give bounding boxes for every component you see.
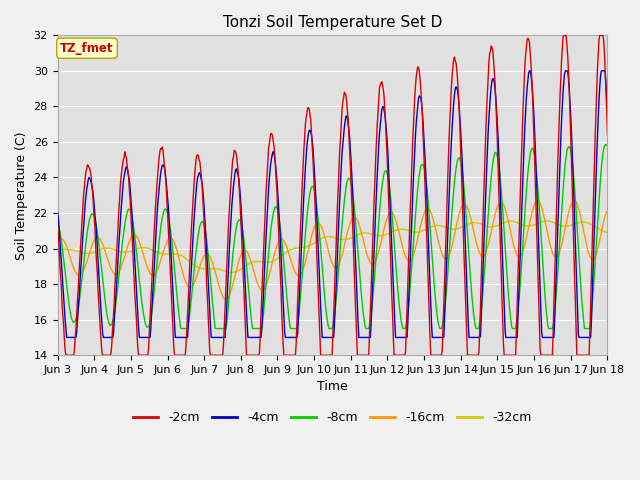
Line: -16cm: -16cm [58,201,607,299]
-4cm [416,94,424,99]
X-axis label: Time: Time [317,381,348,394]
Title: Tonzi Soil Temperature Set D: Tonzi Soil Temperature Set D [223,15,442,30]
-4cm [206,308,214,313]
-8cm [416,168,424,173]
-16cm [400,249,408,255]
-32cm [205,266,213,272]
-32cm [604,229,611,235]
-8cm [400,325,408,331]
-8cm [176,320,184,326]
-16cm [416,225,424,231]
-4cm [65,335,72,340]
-32cm [120,249,128,255]
-8cm [54,222,61,228]
-16cm [222,296,230,302]
-8cm [604,143,611,149]
-16cm [571,198,579,204]
Text: TZ_fmet: TZ_fmet [60,42,114,55]
-2cm [206,348,214,354]
-4cm [525,68,533,74]
-16cm [120,256,128,262]
-16cm [205,252,213,258]
Y-axis label: Soil Temperature (C): Soil Temperature (C) [15,131,28,260]
-2cm [400,352,408,358]
-2cm [121,149,129,155]
-8cm [120,227,128,233]
-8cm [63,289,71,295]
Line: -2cm: -2cm [58,36,607,355]
Legend: -2cm, -4cm, -8cm, -16cm, -32cm: -2cm, -4cm, -8cm, -16cm, -32cm [128,406,537,429]
-2cm [604,132,611,138]
-4cm [400,335,408,340]
-8cm [206,268,214,274]
-16cm [604,208,611,214]
-32cm [63,247,71,252]
-16cm [63,246,71,252]
-2cm [62,352,70,358]
-4cm [121,170,129,176]
-4cm [604,111,611,117]
-32cm [228,269,236,275]
-32cm [176,252,184,258]
-8cm [177,325,185,331]
-2cm [416,76,424,82]
-32cm [543,218,551,224]
-32cm [400,227,408,232]
-2cm [65,352,72,358]
-4cm [177,335,184,340]
-2cm [560,33,568,38]
-32cm [54,246,61,252]
-2cm [177,352,184,358]
-16cm [176,259,184,265]
Line: -4cm: -4cm [58,71,607,337]
-4cm [63,335,70,340]
-32cm [416,229,424,235]
-2cm [54,222,61,228]
Line: -8cm: -8cm [58,144,607,328]
Line: -32cm: -32cm [58,221,607,272]
-8cm [602,142,610,147]
-4cm [54,209,61,215]
-16cm [54,234,61,240]
